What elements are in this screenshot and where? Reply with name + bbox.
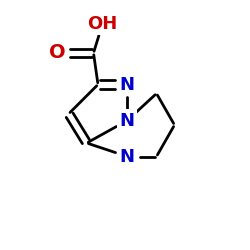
Text: N: N xyxy=(120,112,135,130)
Text: O: O xyxy=(49,44,66,62)
Text: N: N xyxy=(120,76,135,94)
Text: N: N xyxy=(120,148,135,166)
Text: OH: OH xyxy=(88,15,118,33)
